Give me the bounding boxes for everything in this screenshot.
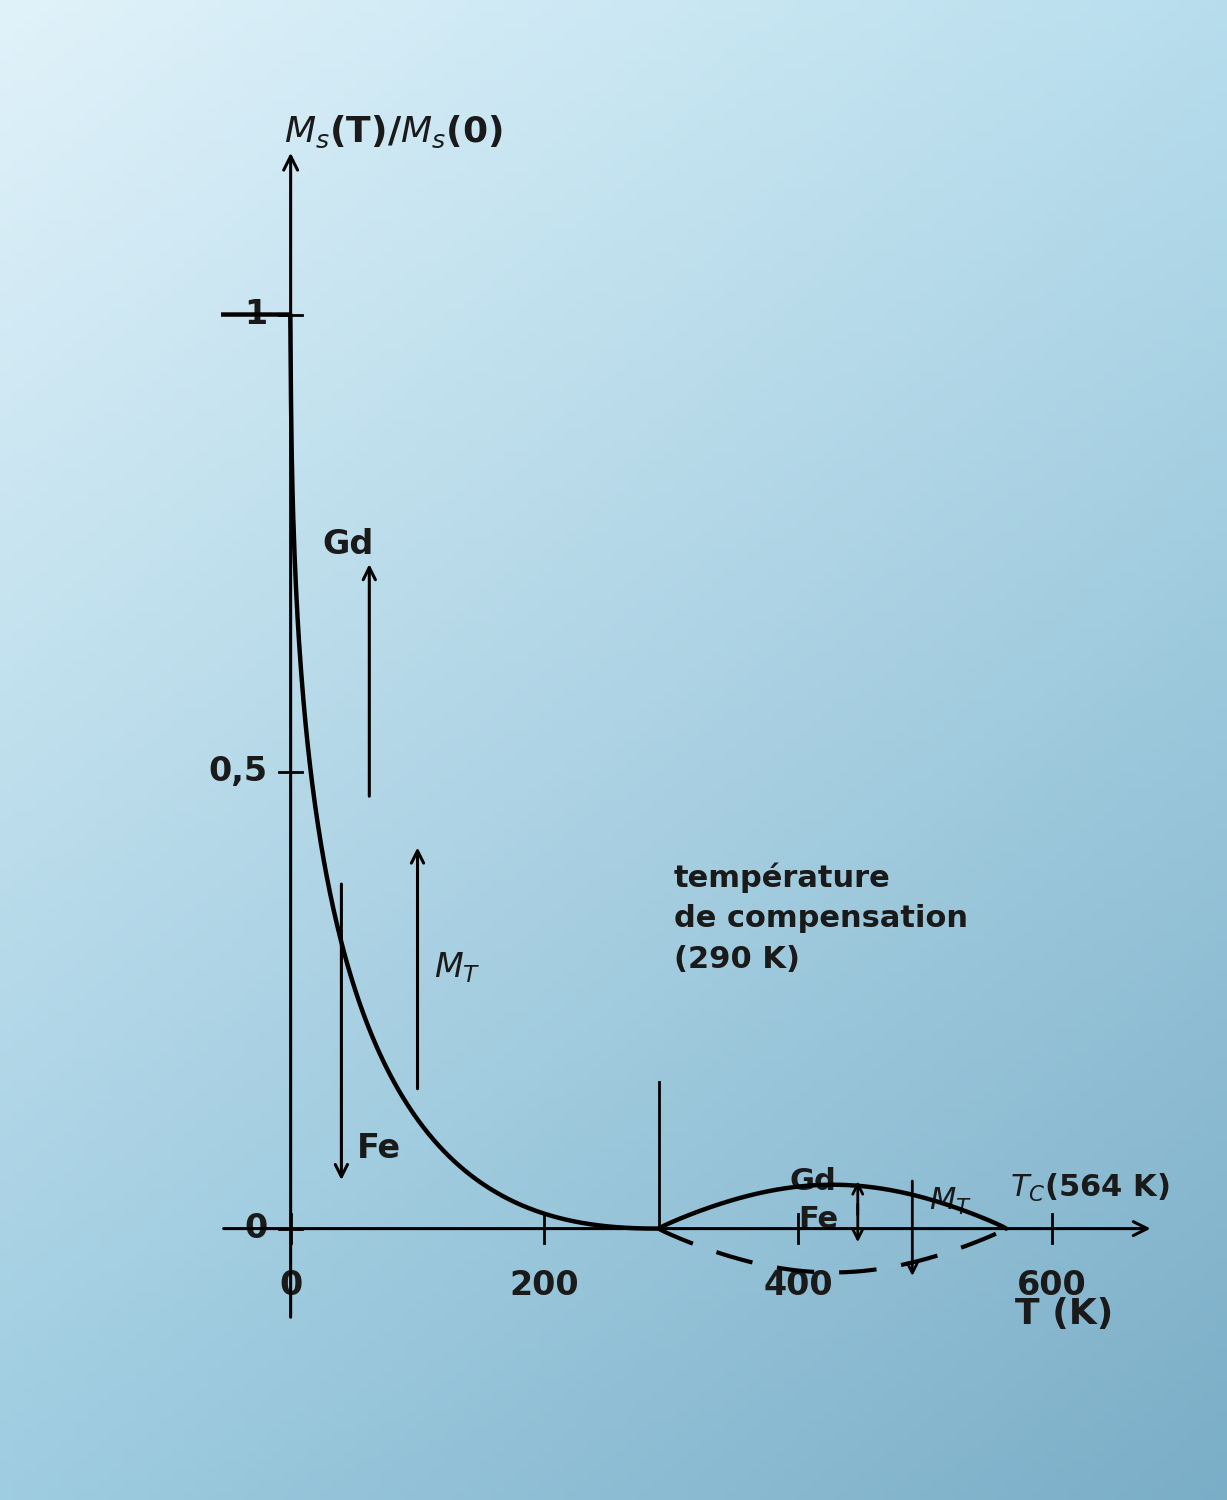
Text: 0,5: 0,5 bbox=[209, 754, 267, 788]
Text: $T_C$(564 K): $T_C$(564 K) bbox=[1010, 1172, 1169, 1203]
Text: 200: 200 bbox=[509, 1269, 579, 1302]
Text: Gd: Gd bbox=[789, 1167, 836, 1196]
Text: Fe: Fe bbox=[799, 1204, 839, 1234]
Text: 0: 0 bbox=[244, 1212, 267, 1245]
Text: 0: 0 bbox=[279, 1269, 302, 1302]
Text: température
de compensation
(290 K): température de compensation (290 K) bbox=[674, 862, 968, 974]
Text: Fe: Fe bbox=[357, 1131, 401, 1164]
Text: $M_T$: $M_T$ bbox=[929, 1185, 972, 1216]
Text: Gd: Gd bbox=[323, 528, 373, 561]
Text: 1: 1 bbox=[244, 298, 267, 332]
Text: T (K): T (K) bbox=[1016, 1298, 1114, 1330]
Text: $M_T$: $M_T$ bbox=[434, 951, 481, 986]
Text: 400: 400 bbox=[763, 1269, 833, 1302]
Text: 600: 600 bbox=[1017, 1269, 1087, 1302]
Text: $M_s$(T)/$M_s$(0): $M_s$(T)/$M_s$(0) bbox=[285, 114, 503, 150]
